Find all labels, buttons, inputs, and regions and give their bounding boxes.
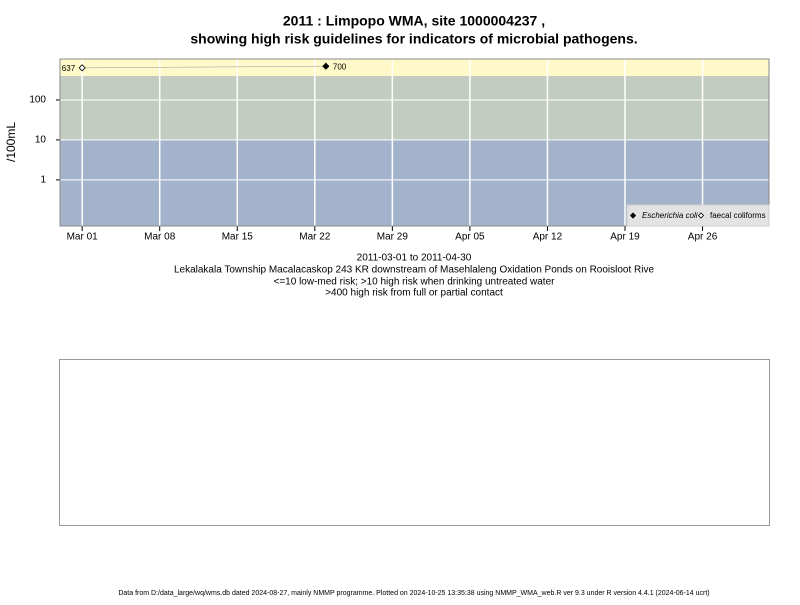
- subtitle: <=10 low-med risk; >10 high risk when dr…: [274, 277, 556, 288]
- x-tick-label: Mar 15: [222, 232, 254, 243]
- legend-label: faecal coliforms: [710, 211, 766, 220]
- data-point: [322, 62, 330, 70]
- legend-label: Escherichia coli: [642, 211, 698, 220]
- chart-title: 2011 : Limpopo WMA, site 1000004237 ,: [283, 13, 545, 29]
- subtitle: Lekalakala Township Macalacaskop 243 KR …: [174, 265, 655, 276]
- legend: Escherichia coli faecal coliforms: [626, 204, 770, 227]
- empty-panel: [59, 359, 770, 526]
- x-tick-label: Apr 05: [455, 232, 485, 243]
- y-tick-label: 1: [40, 175, 46, 186]
- x-tick-label: Apr 19: [610, 232, 640, 243]
- data-label: 700: [333, 62, 347, 71]
- x-tick-label: Mar 22: [299, 232, 331, 243]
- x-tick-label: Mar 29: [377, 232, 409, 243]
- legend-marker: [629, 212, 637, 219]
- x-tick-label: Apr 26: [688, 232, 718, 243]
- footer: Data from D:/data_large/wq/wms.db dated …: [118, 590, 709, 597]
- legend-marker: [697, 212, 705, 219]
- subtitle: >400 high risk from full or partial cont…: [325, 288, 503, 299]
- data-point: [78, 64, 86, 72]
- y-axis-label: /100mL: [4, 122, 18, 162]
- data-label: 637: [62, 64, 76, 73]
- chart-title: showing high risk guidelines for indicat…: [190, 31, 637, 47]
- y-tick-label: 10: [35, 135, 47, 146]
- x-tick-label: Mar 01: [67, 232, 99, 243]
- connector: [82, 65, 326, 69]
- y-tick-label: 100: [29, 95, 46, 106]
- x-tick-label: Apr 12: [533, 232, 563, 243]
- x-tick-label: Mar 08: [144, 232, 176, 243]
- plot-frame: [59, 58, 770, 227]
- risk-band: [60, 75, 769, 140]
- subtitle: 2011-03-01 to 2011-04-30: [357, 253, 472, 264]
